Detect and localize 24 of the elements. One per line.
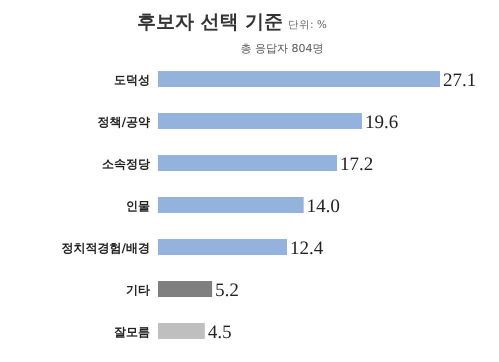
y-tick-label: 도덕성 — [114, 73, 150, 87]
y-tick-label: 정책/공약 — [98, 115, 150, 129]
data-label: 14.0 — [306, 196, 340, 217]
bar — [158, 113, 362, 129]
data-label: 17.2 — [340, 154, 374, 175]
data-label: 19.6 — [364, 112, 398, 133]
bar — [158, 197, 304, 213]
chart-subtitle: 총 응답자 804명 — [240, 42, 324, 55]
chart-title: 후보자 선택 기준 — [136, 11, 283, 33]
data-label: 4.5 — [208, 322, 232, 343]
y-tick-label: 인물 — [126, 199, 150, 213]
bar — [158, 155, 337, 171]
y-tick-label: 소속정당 — [102, 157, 150, 171]
text: 단위: % — [288, 19, 327, 31]
bar — [158, 71, 440, 87]
bar — [158, 281, 212, 297]
y-tick-label: 기타 — [126, 283, 150, 297]
data-label: 12.4 — [290, 238, 324, 259]
bar — [158, 323, 205, 339]
data-label: 5.2 — [215, 280, 239, 301]
y-tick-label: 잘모름 — [114, 325, 150, 339]
bar — [158, 239, 288, 255]
y-tick-label: 정치적경험/배경 — [62, 241, 150, 255]
data-label: 27.1 — [443, 70, 476, 91]
